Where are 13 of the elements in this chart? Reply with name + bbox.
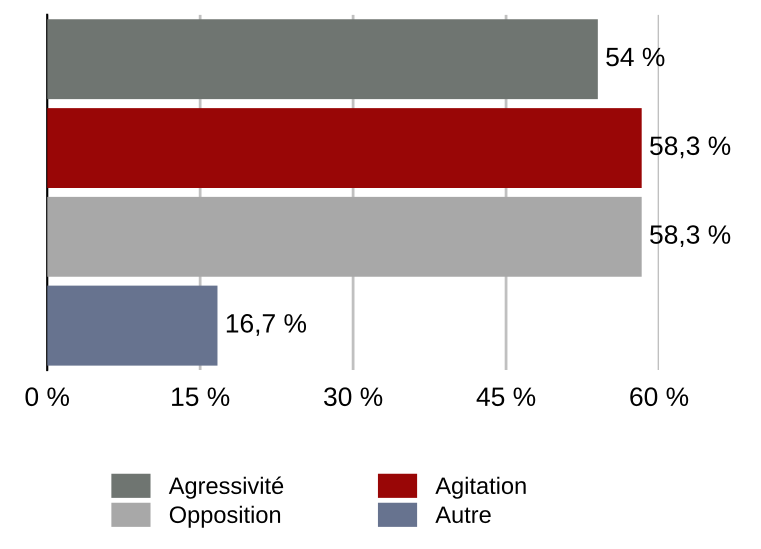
x-tick-label: 45 % (476, 388, 536, 406)
data-label: 54 % (606, 48, 664, 66)
data-label: 58,3 % (650, 225, 730, 248)
x-tick-label: 15 % (172, 388, 230, 406)
x-tick-label: 30 % (324, 387, 382, 406)
data-label: 58,3 % (650, 136, 730, 158)
data-label: 16,7 % (226, 314, 306, 336)
legend-label: Autre (435, 506, 491, 524)
legend-label: Opposition (170, 506, 280, 528)
x-tick-label: 0 % (25, 387, 69, 406)
legend-label: Agitation (435, 476, 526, 499)
x-tick-label: 60 % (630, 387, 688, 406)
legend-label: Agressivité (168, 476, 284, 499)
